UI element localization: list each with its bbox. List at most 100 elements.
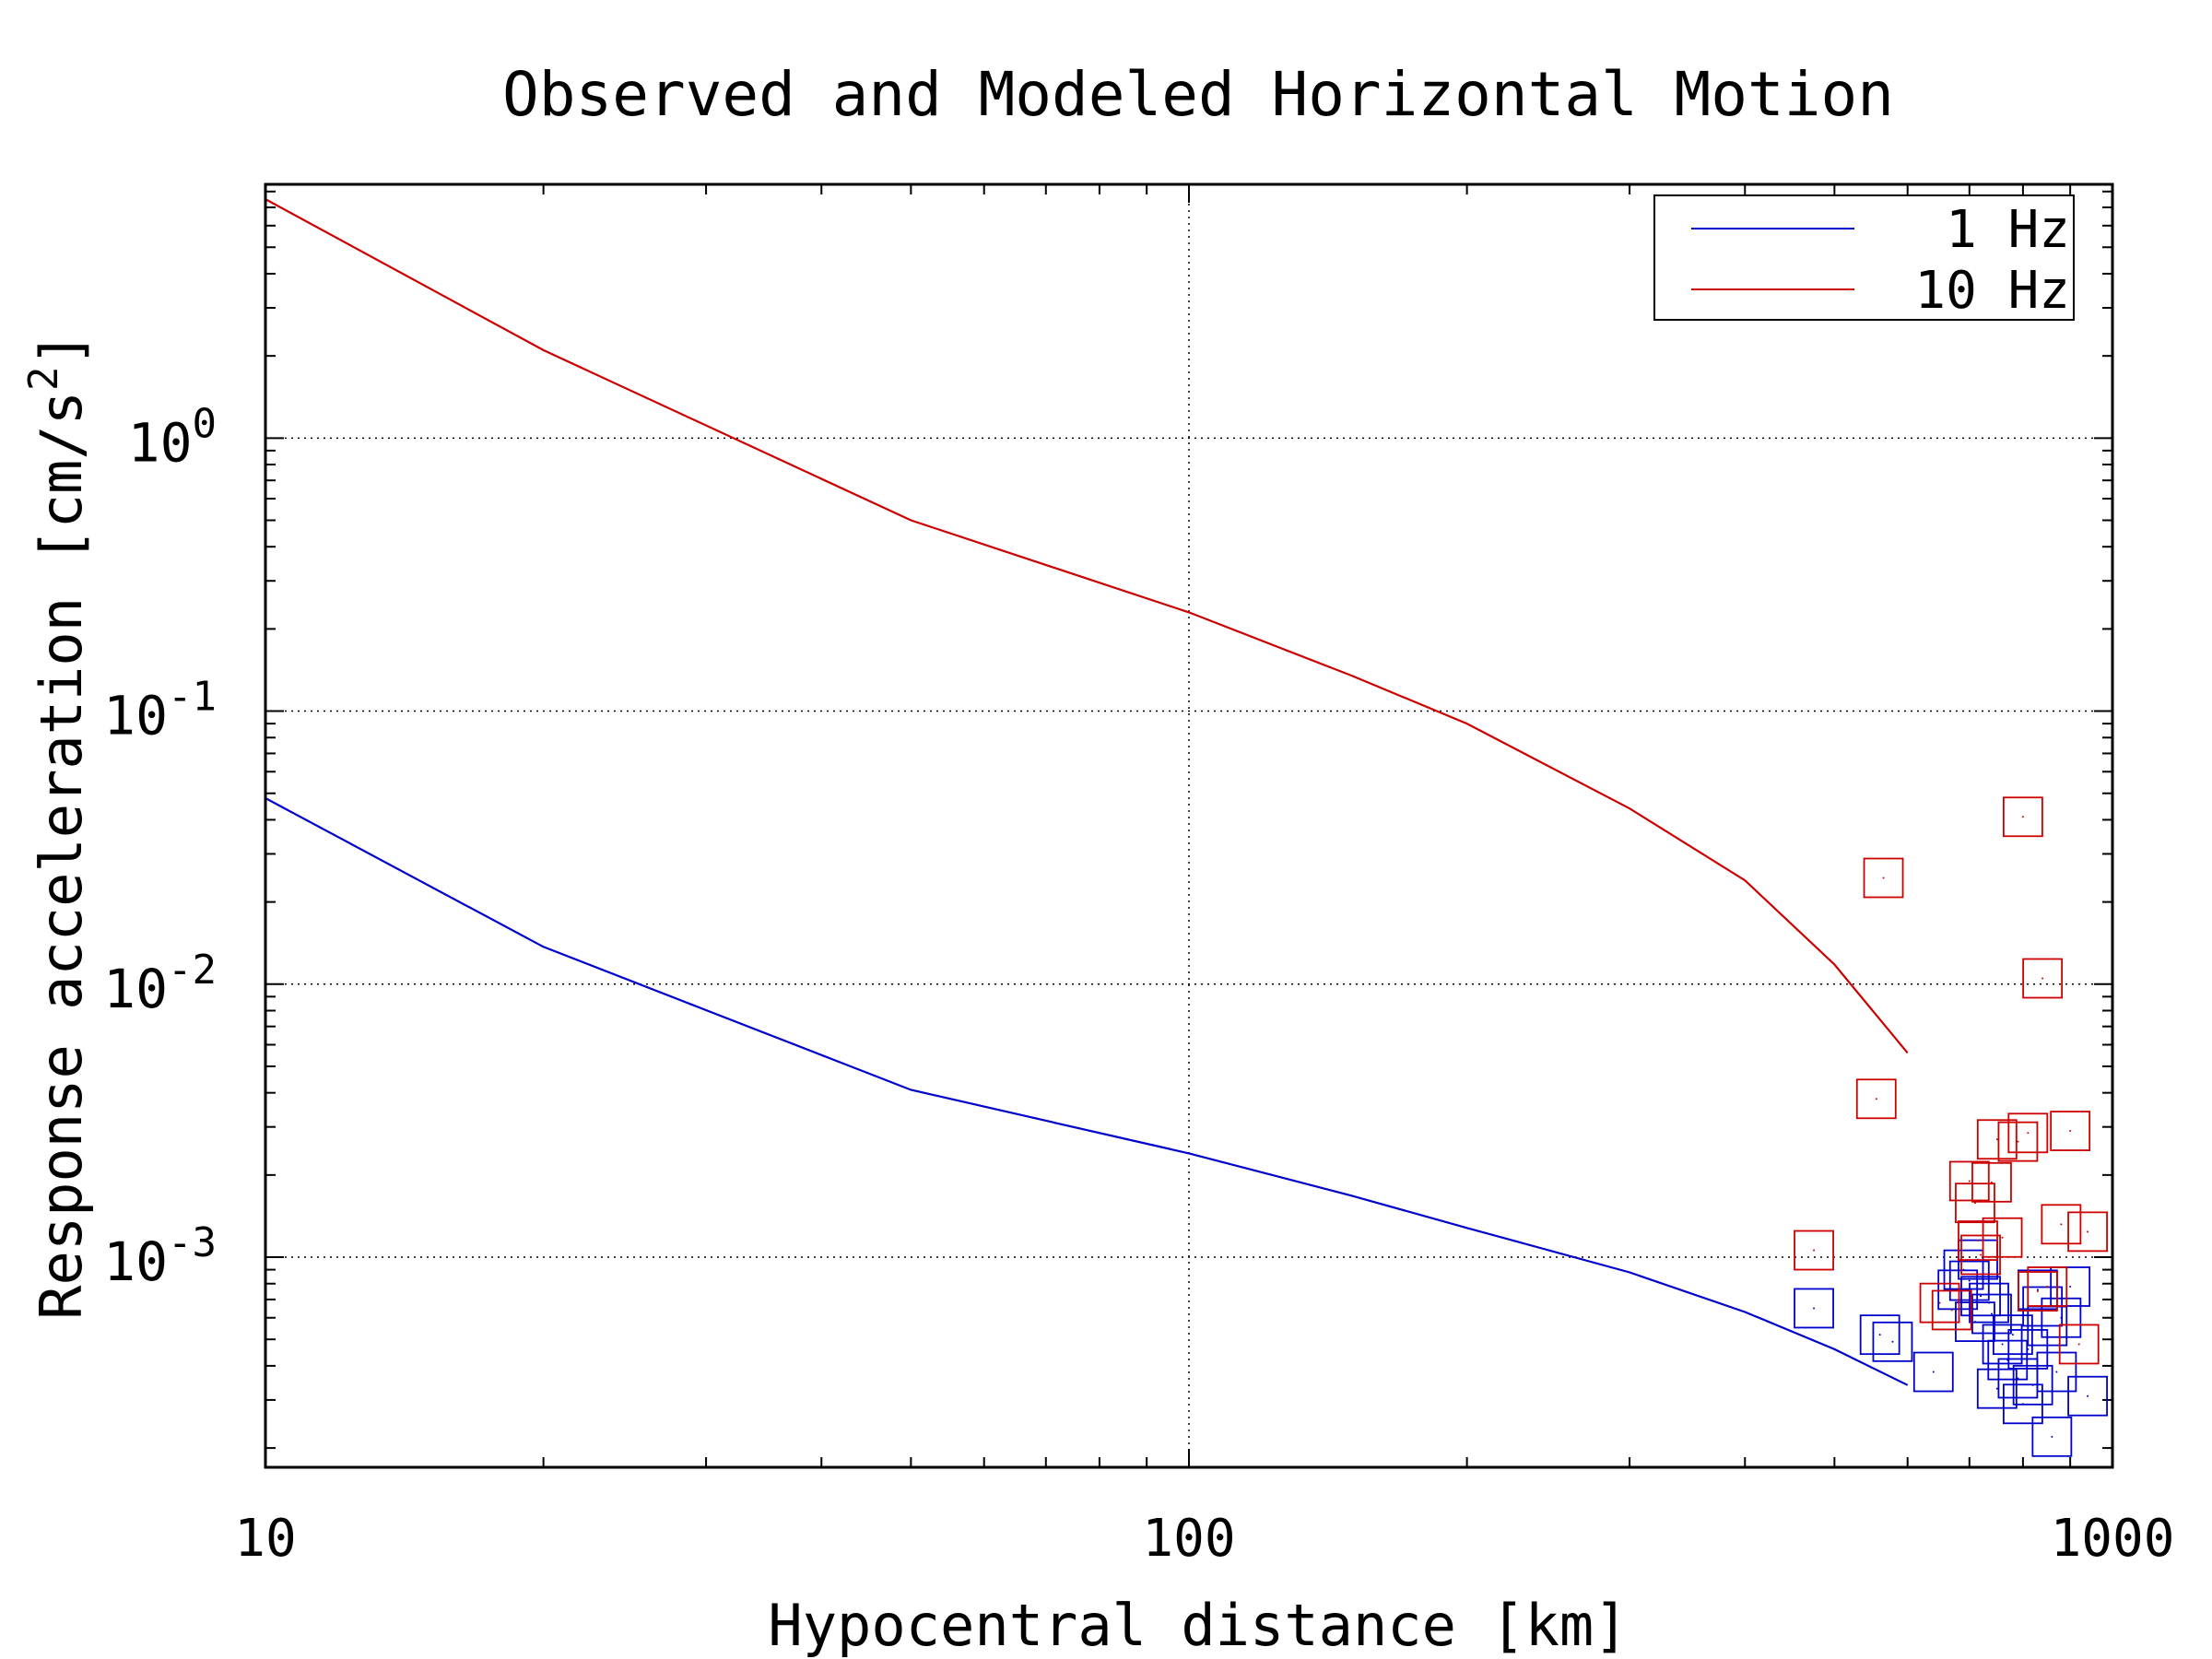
observed-marker-dot-1hz (2060, 1316, 2063, 1319)
x-tick-label: 100 (1142, 1509, 1235, 1569)
observed-marker-dot-10hz (1990, 1181, 1993, 1183)
observed-marker-dot-1hz (1990, 1312, 1993, 1315)
observed-marker-1hz (1976, 1368, 2018, 1409)
observed-marker-dot-1hz (1980, 1295, 1983, 1298)
observed-marker-dot-10hz (1875, 1098, 1877, 1100)
observed-marker-dot-1hz (1968, 1279, 1971, 1282)
observed-marker-1hz (1859, 1314, 1900, 1356)
observed-marker-dot-10hz (2001, 1236, 2004, 1239)
y-tick-exponent: -1 (168, 674, 217, 721)
y-tick-exponent: -3 (168, 1219, 217, 1266)
observed-marker-dot-1hz (1995, 1387, 1998, 1390)
observed-marker-dot-10hz (2060, 1223, 2063, 1226)
y-axis-label: Response acceleration [cm/s2] (20, 332, 95, 1320)
observed-marker-10hz (1919, 1282, 1960, 1324)
observed-marker-1hz (1969, 1282, 2009, 1324)
legend: 1 Hz 10 Hz (1653, 194, 2075, 321)
observed-marker-10hz (1955, 1182, 1995, 1224)
observed-marker-dot-1hz (2011, 1334, 2014, 1336)
observed-marker-1hz (1912, 1351, 1954, 1393)
observed-marker-10hz (1863, 857, 1904, 899)
observed-marker-dot-1hz (2036, 1288, 2039, 1291)
observed-marker-dot-1hz (2055, 1371, 2058, 1373)
observed-marker-dot-10hz (2046, 1285, 2049, 1288)
observed-marker-dot-1hz (2001, 1343, 2004, 1346)
observed-marker-1hz (1982, 1324, 2023, 1365)
y-tick-label: 100 (128, 400, 217, 474)
observed-marker-1hz (1943, 1249, 1984, 1290)
observed-marker-10hz (2022, 958, 2064, 999)
observed-marker-dot-10hz (2021, 816, 2024, 818)
observed-marker-dot-1hz (2069, 1285, 2072, 1288)
observed-marker-10hz (1997, 1121, 2039, 1162)
y-tick-label: 10-3 (103, 1219, 217, 1293)
observed-marker-10hz (1960, 1234, 2001, 1276)
y-axis-label-superscript: 2 (20, 366, 67, 391)
y-axis-label-end: ] (28, 332, 95, 366)
observed-marker-10hz (2067, 1211, 2108, 1253)
x-tick-label: 10 (234, 1509, 296, 1569)
observed-marker-dot-10hz (2017, 1140, 2019, 1143)
x-axis-label: Hypocentral distance [km] (768, 1592, 1628, 1659)
observed-marker-dot-10hz (2027, 1132, 2030, 1135)
observed-marker-1hz (2036, 1351, 2077, 1393)
observed-marker-dot-1hz (2017, 1377, 2019, 1380)
legend-label-10hz: 10 Hz (1914, 261, 2070, 321)
observed-marker-10hz (1948, 1160, 1990, 1202)
observed-marker-dot-10hz (2087, 1230, 2089, 1233)
observed-marker-dot-10hz (1968, 1180, 1971, 1182)
observed-marker-1hz (2031, 1416, 2073, 1457)
x-tick-labels: 10 100 1000 (234, 1509, 2174, 1569)
plot-frame (264, 182, 2114, 1469)
observed-marker-1hz (1872, 1321, 1913, 1362)
y-tick-label: 10-2 (103, 947, 217, 1020)
observed-marker-10hz (1931, 1289, 1972, 1331)
observed-marker-1hz (2041, 1297, 2082, 1338)
observed-marker-dot-1hz (1988, 1301, 1991, 1304)
observed-marker-dot-10hz (1980, 1253, 1983, 1256)
observed-marker-1hz (1794, 1288, 1834, 1329)
observed-marker-10hz (2027, 1266, 2068, 1307)
chart-title: Observed and Modeled Horizontal Motion (502, 59, 1894, 130)
legend-label-1hz: 1 Hz (1946, 200, 2070, 260)
observed-marker-10hz (1958, 1220, 1998, 1261)
observed-marker-10hz (1855, 1078, 1897, 1120)
observed-marker-10hz (2058, 1324, 2100, 1365)
y-tick-base: 10 (103, 685, 168, 747)
observed-marker-dot-10hz (1995, 1138, 1998, 1141)
observed-marker-dot-10hz (2077, 1343, 2080, 1346)
observed-marker-dot-1hz (2046, 1324, 2049, 1327)
observed-marker-dot-1hz (1891, 1340, 1894, 1343)
series-layer (265, 198, 2108, 1457)
observed-marker-dot-1hz (2031, 1383, 2034, 1386)
observed-marker-1hz (2067, 1375, 2108, 1417)
y-tick-exponent: -2 (168, 947, 217, 994)
grid (265, 184, 2112, 1467)
observed-marker-10hz (1794, 1230, 1834, 1271)
observed-marker-dot-1hz (2051, 1435, 2053, 1438)
observed-marker-dot-1hz (1932, 1371, 1935, 1373)
observed-marker-10hz (1971, 1161, 2012, 1203)
y-tick-base: 10 (128, 411, 193, 474)
observed-marker-dot-1hz (1813, 1307, 1816, 1310)
observed-marker-dot-10hz (2036, 1290, 2039, 1293)
observed-marker-10hz (1976, 1119, 2018, 1160)
observed-marker-1hz (2050, 1266, 2091, 1307)
observed-marker-1hz (1971, 1293, 2012, 1335)
observed-marker-dot-1hz (2027, 1347, 2030, 1350)
y-tick-base: 10 (103, 1230, 168, 1293)
observed-marker-1hz (1960, 1276, 2001, 1317)
observed-marker-dot-10hz (1882, 877, 1885, 879)
observed-marker-10hz (1982, 1217, 2023, 1258)
y-axis-label-main: Response acceleration [cm/s (28, 391, 95, 1320)
observed-marker-1hz (1992, 1314, 2033, 1356)
observed-marker-dot-10hz (1813, 1249, 1816, 1252)
y-tick-base: 10 (103, 958, 168, 1020)
observed-marker-1hz (1987, 1339, 2029, 1381)
observed-marker-dot-10hz (2069, 1130, 2072, 1133)
observed-marker-10hz (2050, 1111, 2091, 1151)
observed-marker-dot-1hz (2087, 1394, 2089, 1397)
model-line-1hz (265, 797, 1909, 1386)
